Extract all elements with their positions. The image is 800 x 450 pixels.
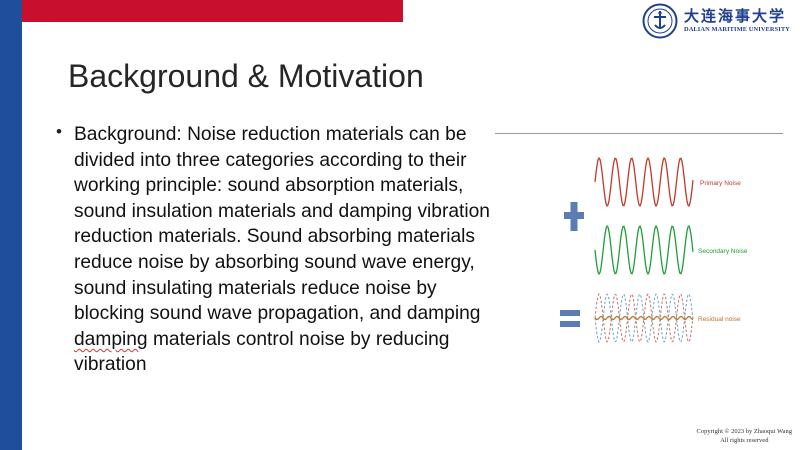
noise-cancellation-diagram: Primary Noise Secondary Noise Residual n… bbox=[560, 156, 748, 344]
primary-noise-label: Primary Noise bbox=[700, 180, 741, 187]
copyright-line: Copyright © 2023 by Zhaoqui Wang bbox=[696, 428, 792, 435]
bullet-dot-icon: • bbox=[56, 122, 62, 141]
university-logo: 大连海事大学 DALIAN MARITIME UNIVERSITY bbox=[642, 3, 792, 39]
bullet-text-tail: materials control noise by reducing vibr… bbox=[74, 328, 450, 376]
spellcheck-flagged-word: damping bbox=[74, 328, 148, 350]
left-accent-bar bbox=[0, 0, 22, 450]
university-name-en: DALIAN MARITIME UNIVERSITY bbox=[684, 26, 790, 33]
residual-red-dashed-wave bbox=[594, 292, 694, 343]
bullet-text-main: Background: Noise reduction materials ca… bbox=[74, 124, 490, 325]
equals-icon bbox=[560, 310, 580, 327]
slide-title: Background & Motivation bbox=[68, 58, 424, 94]
university-emblem-icon bbox=[642, 3, 678, 39]
top-accent-bar bbox=[22, 0, 403, 22]
residual-noise-wave bbox=[594, 315, 694, 321]
secondary-noise-wave bbox=[594, 224, 694, 276]
plus-icon bbox=[564, 202, 584, 231]
primary-noise-wave bbox=[594, 156, 694, 208]
university-name-cn: 大连海事大学 bbox=[684, 7, 787, 25]
rights-line: All rights reserved bbox=[720, 437, 769, 444]
copyright-notice: Copyright © 2023 by Zhaoqui Wang All rig… bbox=[697, 427, 792, 445]
section-divider bbox=[495, 133, 783, 134]
bullet-text: Background: Noise reduction materials ca… bbox=[74, 122, 494, 378]
residual-noise-label: Residual noise bbox=[698, 316, 741, 323]
secondary-noise-label: Secondary Noise bbox=[698, 248, 748, 255]
